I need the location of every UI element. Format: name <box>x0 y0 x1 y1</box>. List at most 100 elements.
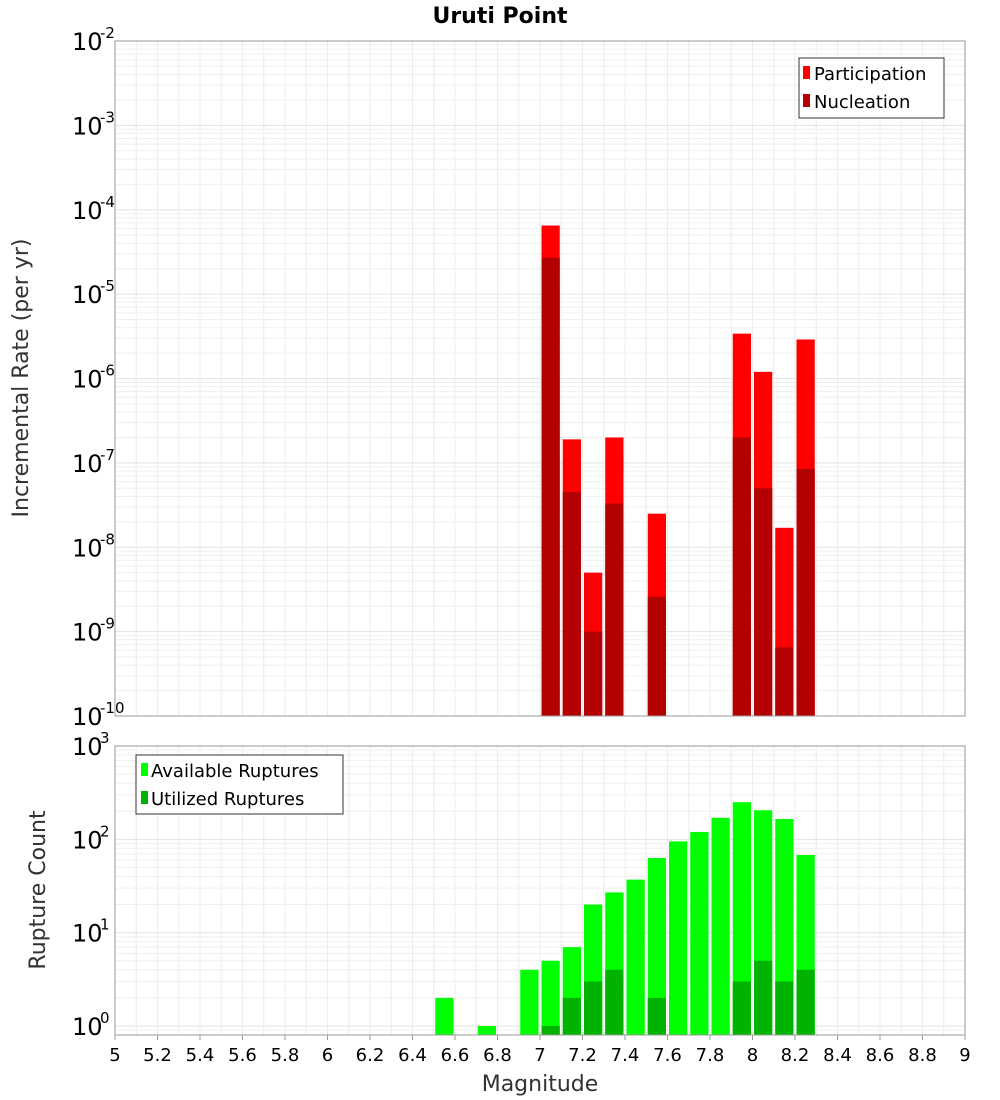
y-tick-exponent: 0 <box>100 1009 110 1027</box>
legend-label-nucleation: Nucleation <box>814 92 910 113</box>
bottom-grid <box>114 745 966 1036</box>
bar-nucleation <box>605 503 624 716</box>
bar-available-ruptures <box>711 817 730 1035</box>
y-tick-exponent: -10 <box>100 699 125 717</box>
bar-available-ruptures <box>669 841 688 1035</box>
bar-available-ruptures <box>647 858 666 1035</box>
y-tick-exponent: -5 <box>100 277 115 295</box>
chart-title: Uruti Point <box>432 4 568 29</box>
bottom-legend-box <box>135 754 344 815</box>
bar-utilized-ruptures <box>775 981 794 1035</box>
bar-available-ruptures <box>626 879 645 1035</box>
x-axis-label: Magnitude <box>482 1072 599 1097</box>
y-tick-label: 10 <box>72 366 103 394</box>
bar-available-ruptures <box>732 802 751 1035</box>
bar-nucleation <box>562 492 581 716</box>
bar-nucleation <box>754 488 773 716</box>
x-tick-label: 8.4 <box>823 1045 852 1066</box>
x-tick-label: 8 <box>747 1045 758 1066</box>
x-tick-label: 8.6 <box>866 1045 895 1066</box>
bar-utilized-ruptures <box>796 969 815 1035</box>
y-tick-exponent: -8 <box>100 530 115 548</box>
top-legend: Participation Nucleation <box>798 57 945 119</box>
x-tick-label: 5.6 <box>228 1045 257 1066</box>
x-ticks: 5 5.2 5.4 5.6 5.8 6 6.2 6.4 6.6 6.8 7 7.2 7.4 7.6 7.8 8… <box>109 1035 971 1066</box>
x-tick-label: 7.4 <box>611 1045 640 1066</box>
y-tick-label: 10 <box>72 112 103 140</box>
y-tick-label: 10 <box>72 450 103 478</box>
legend-swatch-utilized-ruptures <box>141 791 148 804</box>
bottom-y-axis-label: Rupture Count <box>26 810 51 970</box>
y-tick-label: 10 <box>72 826 103 854</box>
top-y-axis-label: Incremental Rate (per yr) <box>9 239 34 518</box>
x-tick-label: 6.2 <box>356 1045 385 1066</box>
bar-nucleation <box>584 631 603 716</box>
bar-nucleation <box>541 257 560 716</box>
legend-label-utilized-ruptures: Utilized Ruptures <box>151 789 304 810</box>
y-tick-exponent: -3 <box>100 108 115 126</box>
y-tick-label: 10 <box>72 703 103 731</box>
bar-nucleation <box>775 647 794 716</box>
bar-utilized-ruptures <box>754 960 773 1035</box>
y-tick-exponent: 3 <box>100 729 110 747</box>
y-tick-label: 10 <box>72 534 103 562</box>
y-tick-exponent: -4 <box>100 193 115 211</box>
bar-available-ruptures <box>541 960 560 1035</box>
y-tick-exponent: -7 <box>100 446 115 464</box>
bar-available-ruptures <box>435 997 454 1035</box>
x-tick-label: 5.4 <box>186 1045 215 1066</box>
legend-swatch-nucleation <box>803 94 810 107</box>
x-tick-label: 7 <box>534 1045 545 1066</box>
x-tick-label: 5 <box>109 1045 120 1066</box>
x-tick-label: 6.6 <box>441 1045 470 1066</box>
x-tick-label: 6.4 <box>398 1045 427 1066</box>
x-tick-label: 6.8 <box>483 1045 512 1066</box>
bar-utilized-ruptures <box>541 1025 560 1035</box>
bar-utilized-ruptures <box>605 969 624 1035</box>
y-tick-label: 10 <box>72 733 103 761</box>
bar-utilized-ruptures <box>732 981 751 1035</box>
x-tick-label: 7.6 <box>653 1045 682 1066</box>
x-tick-label: 7.2 <box>568 1045 597 1066</box>
top-plot-border <box>114 40 966 717</box>
x-tick-label: 9 <box>959 1045 970 1066</box>
legend-swatch-available-ruptures <box>141 763 148 776</box>
bar-available-ruptures <box>477 1025 496 1035</box>
y-tick-exponent: -9 <box>100 615 115 633</box>
legend-label-available-ruptures: Available Ruptures <box>151 761 319 782</box>
x-tick-label: 5.8 <box>271 1045 300 1066</box>
y-tick-exponent: -2 <box>100 24 115 42</box>
legend-label-participation: Participation <box>814 64 926 85</box>
y-tick-label: 10 <box>72 619 103 647</box>
bar-utilized-ruptures <box>647 997 666 1035</box>
bar-nucleation <box>647 596 666 716</box>
bar-available-ruptures <box>520 969 539 1035</box>
bar-available-ruptures <box>775 819 794 1035</box>
top-bars <box>541 225 815 716</box>
y-tick-exponent: 1 <box>100 916 110 934</box>
bottom-legend: Available Ruptures Utilized Ruptures <box>135 754 344 815</box>
top-legend-box <box>798 57 945 119</box>
bar-nucleation <box>796 468 815 716</box>
y-tick-label: 10 <box>72 281 103 309</box>
bar-utilized-ruptures <box>562 997 581 1035</box>
bar-utilized-ruptures <box>584 981 603 1035</box>
y-tick-label: 10 <box>72 28 103 56</box>
bar-nucleation <box>732 437 751 716</box>
x-tick-label: 5.2 <box>143 1045 172 1066</box>
x-tick-label: 7.8 <box>696 1045 725 1066</box>
y-tick-label: 10 <box>72 1013 103 1041</box>
y-tick-exponent: 2 <box>100 822 110 840</box>
y-tick-label: 10 <box>72 920 103 948</box>
top-grid <box>114 40 966 717</box>
y-tick-exponent: -6 <box>100 362 115 380</box>
legend-swatch-participation <box>803 66 810 79</box>
x-tick-label: 6 <box>322 1045 333 1066</box>
bar-available-ruptures <box>690 831 709 1035</box>
x-tick-label: 8.2 <box>781 1045 810 1066</box>
